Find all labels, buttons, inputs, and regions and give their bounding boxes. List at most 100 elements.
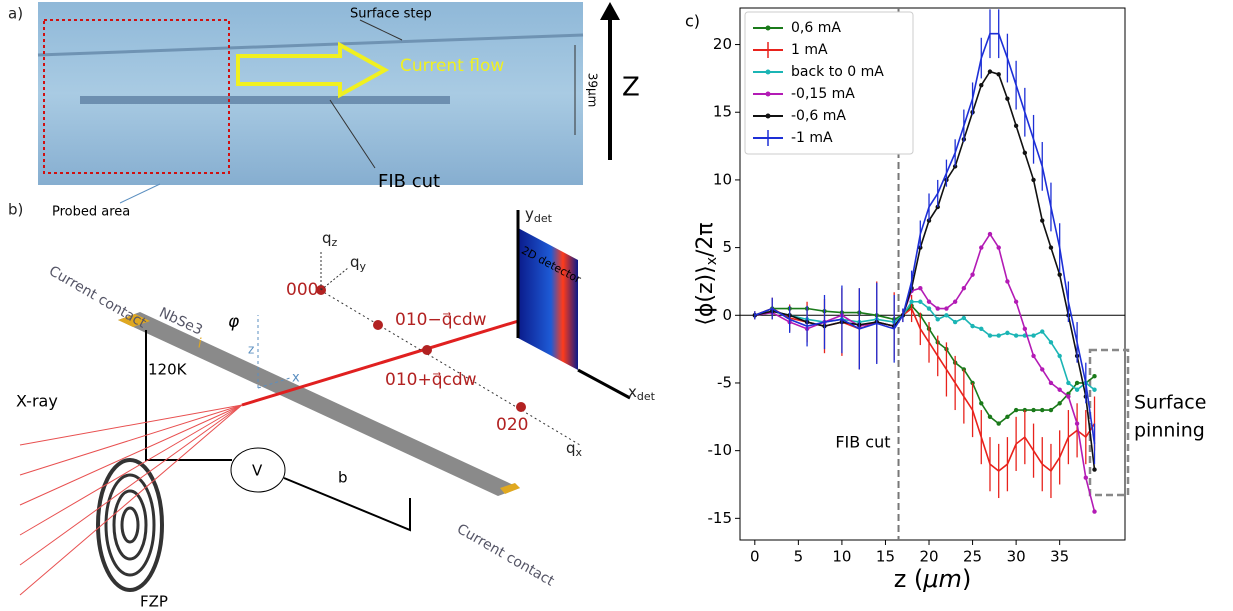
label: x (292, 371, 300, 386)
point (1057, 388, 1061, 392)
label: 000 (286, 280, 318, 300)
y-tick-label: 15 (713, 103, 732, 121)
point (927, 306, 931, 310)
label: X-ray (16, 392, 58, 411)
x-axis-label: z (μm) (894, 565, 972, 593)
point (944, 306, 948, 310)
legend-swatch (766, 70, 771, 75)
panel-a: a) Surface step Current flow 39µm Z FIB … (8, 2, 640, 220)
point (988, 232, 992, 236)
point (979, 83, 983, 87)
point (988, 333, 992, 337)
point (1031, 178, 1035, 182)
y-tick-label: 20 (713, 35, 732, 53)
legend-label: 0,6 mA (791, 20, 841, 36)
panel-label: a) (8, 5, 23, 23)
label: qx (566, 439, 583, 460)
label: 020 (496, 415, 528, 435)
point (962, 286, 966, 290)
point (1005, 96, 1009, 100)
point (1031, 408, 1035, 412)
point (996, 421, 1000, 425)
legend-swatch (766, 114, 771, 119)
annotation: Surface step (350, 7, 432, 22)
point (979, 327, 983, 331)
legend-swatch (766, 92, 771, 97)
point (1049, 340, 1053, 344)
point (1014, 408, 1018, 412)
annotation: FIB cut (378, 171, 440, 192)
x-tick-label: 30 (1007, 548, 1026, 566)
point (979, 245, 983, 249)
panel-label: b) (8, 201, 23, 219)
xdet-axis (578, 370, 630, 398)
annotation: Surface (1134, 392, 1206, 414)
point (1014, 333, 1018, 337)
panel-b: b) qz qy qx ydet xdet 2D detector 000 01… (8, 201, 656, 611)
point (1057, 401, 1061, 405)
label: xdet (628, 383, 656, 404)
qy-axis (321, 268, 348, 290)
point (996, 333, 1000, 337)
point (1092, 388, 1096, 392)
x-tick-label: 5 (794, 548, 804, 566)
x-tick-label: 25 (963, 548, 982, 566)
point (1066, 394, 1070, 398)
reciprocal-point (516, 402, 526, 412)
point (1075, 421, 1079, 425)
legend-swatch (766, 26, 771, 31)
page: { "panel_a": {"label": "a)", "surface_st… (0, 0, 1233, 611)
annotation: FIB cut (835, 433, 890, 452)
x-label-part: ) (962, 565, 971, 593)
annotation: pinning (1134, 420, 1205, 442)
label: Current contact (46, 263, 149, 332)
label: V (252, 462, 263, 480)
point (944, 313, 948, 317)
x-label-part: μm (922, 565, 962, 593)
y-tick-label: -15 (708, 509, 733, 527)
y-tick-label: 0 (722, 306, 732, 324)
point (1023, 151, 1027, 155)
fib-cut-shape (80, 96, 450, 104)
point (918, 300, 922, 304)
label: 010+q⃗cdw (385, 370, 477, 390)
point (988, 69, 992, 73)
point (962, 316, 966, 320)
point (1040, 329, 1044, 333)
reciprocal-point (373, 320, 383, 330)
point (1092, 509, 1096, 513)
label: ydet (525, 205, 553, 226)
label: b (338, 469, 348, 487)
point (953, 320, 957, 324)
y-tick-label: -10 (708, 441, 733, 459)
label: FZP (140, 593, 168, 611)
point (1049, 381, 1053, 385)
point (970, 272, 974, 276)
x-label-part: z ( (894, 565, 924, 593)
pinning-box (1090, 350, 1128, 495)
y-tick-label: 5 (722, 238, 732, 256)
z-arrowhead (600, 2, 620, 20)
point (1057, 354, 1061, 358)
x-tick-label: 20 (919, 548, 938, 566)
y-tick-label: 10 (713, 170, 732, 188)
legend-label: -0,15 mA (791, 86, 855, 102)
point (936, 306, 940, 310)
point (979, 401, 983, 405)
point (996, 245, 1000, 249)
series-line (755, 234, 1095, 512)
label: qy (350, 253, 367, 274)
point (1023, 327, 1027, 331)
x-tick-label: 35 (1050, 548, 1069, 566)
y-label-part: ⟨ϕ(z)⟩ (693, 265, 718, 325)
legend-label: -0,6 mA (791, 108, 846, 124)
point (1092, 374, 1096, 378)
pointer (120, 184, 160, 203)
point (953, 300, 957, 304)
point (996, 72, 1000, 76)
point (1049, 245, 1053, 249)
label: 120K (148, 361, 188, 379)
point (1040, 367, 1044, 371)
point (1014, 124, 1018, 128)
label: φ (228, 312, 240, 332)
